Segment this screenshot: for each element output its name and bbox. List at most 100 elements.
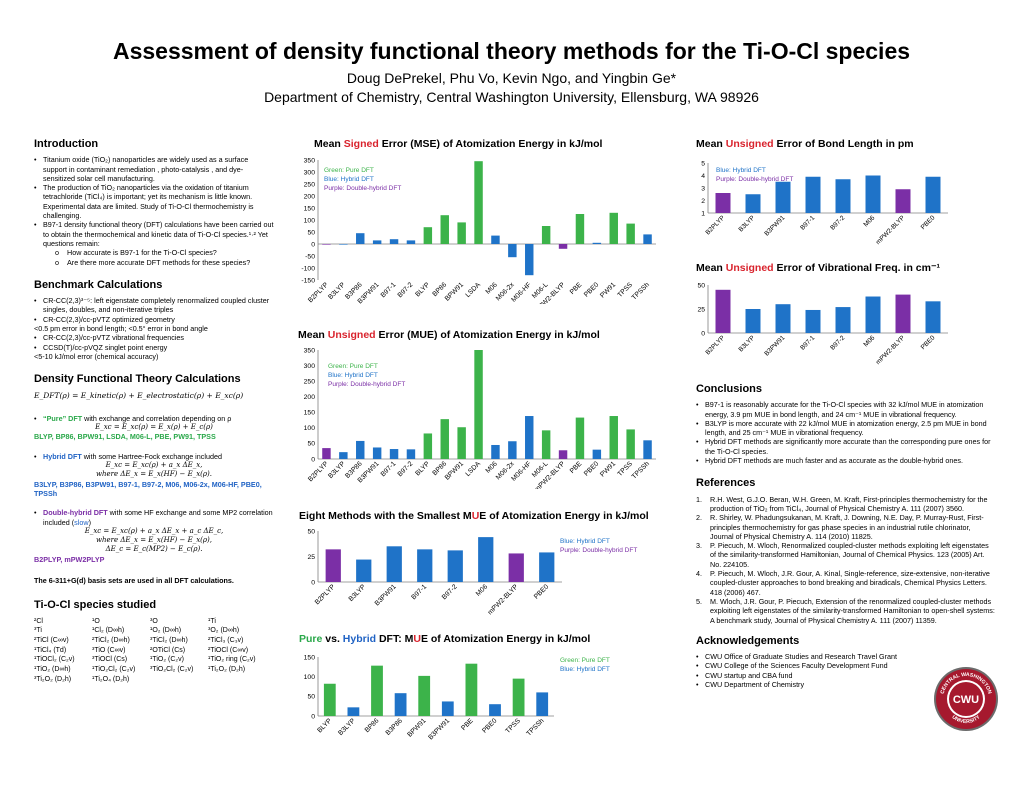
bar bbox=[389, 449, 399, 459]
x-tick-label: BPW91 bbox=[444, 460, 465, 481]
bar bbox=[775, 304, 791, 333]
x-tick-label: PBE bbox=[569, 281, 584, 296]
bar bbox=[525, 416, 534, 459]
species-cell: ²TiCl (C∞v) bbox=[34, 636, 69, 644]
x-tick-label: BPW91 bbox=[444, 281, 465, 302]
chart-title-part: Error of Bond Length in pm bbox=[773, 138, 914, 150]
species-cell: ¹Ti₂O₄ (D₂h) bbox=[92, 675, 130, 683]
acknowledgement-item: CWU startup and CBA fund bbox=[696, 671, 921, 681]
x-tick-label: BLYP bbox=[414, 281, 431, 298]
chart-title-eight: Eight Methods with the Smallest MUE of A… bbox=[299, 510, 649, 522]
bar bbox=[835, 307, 851, 333]
bar bbox=[626, 429, 635, 459]
y-tick-label: 0 bbox=[311, 713, 315, 720]
y-tick-label: 150 bbox=[304, 205, 316, 212]
species-cell bbox=[208, 675, 270, 685]
bar bbox=[465, 663, 478, 716]
x-tick-label: M06 bbox=[863, 334, 877, 348]
x-tick-label: LSDA bbox=[464, 281, 482, 299]
conclusion-bullet: B97-1 is reasonably accurate for the Ti-… bbox=[696, 400, 996, 419]
bar bbox=[478, 537, 494, 582]
bar bbox=[512, 678, 525, 716]
x-tick-label: mPW2-BLYP bbox=[875, 214, 907, 246]
cwu-seal-logo: CENTRAL WASHINGTON UNIVERSITY CWU bbox=[934, 667, 998, 731]
y-tick-label: 4 bbox=[701, 173, 705, 180]
bar bbox=[417, 549, 433, 582]
legend-item: Green: Pure DFT bbox=[560, 657, 610, 664]
chart-title-part: Mean bbox=[696, 262, 726, 274]
y-tick-label: 25 bbox=[697, 306, 705, 313]
bar bbox=[372, 240, 382, 244]
x-tick-label: B97-1 bbox=[410, 583, 428, 601]
x-tick-label: M06 bbox=[485, 460, 499, 474]
chart-title-part: vs. bbox=[322, 633, 343, 645]
bar bbox=[643, 440, 652, 459]
species-cell: ¹TiO₂Cl₂ (C₂v) bbox=[92, 666, 136, 674]
references-heading: References bbox=[696, 477, 756, 490]
species-cell: ³TiO (C∞v) bbox=[92, 646, 126, 654]
conclusion-bullet: Hybrid DFT methods are much faster and a… bbox=[696, 456, 996, 466]
double-dft-bullet: Double-hybrid DFT with some HF exchange … bbox=[34, 508, 274, 527]
x-tick-label: BLYP bbox=[316, 717, 333, 734]
reference-text: R.H. West, G.J.O. Beran, W.H. Green, M. … bbox=[710, 494, 988, 513]
pure-dft-bullet: “Pure” DFT with exchange and correlation… bbox=[34, 413, 274, 424]
x-tick-label: B3PW91 bbox=[374, 583, 398, 607]
bar bbox=[575, 417, 585, 459]
chart-title-part: Error (MUE) of Atomization Energy in kJ/… bbox=[375, 329, 600, 341]
bar bbox=[347, 707, 360, 716]
legend-item: Blue: Hybrid DFT bbox=[560, 666, 610, 673]
bar bbox=[925, 176, 941, 213]
species-cell: ³O bbox=[150, 617, 158, 625]
species-cell: ²Cl bbox=[34, 617, 43, 625]
legend-item: Green: Pure DFT bbox=[324, 167, 374, 174]
chart-title-part: Pure bbox=[299, 633, 323, 645]
x-tick-label: M06 bbox=[475, 583, 489, 597]
legend-item: Purple: Double-hybrid DFT bbox=[560, 547, 637, 554]
reference-item: 5. M. Wloch, J.R. Gour, P. Piecuch, Exten… bbox=[696, 597, 996, 625]
legend-item: Blue: Hybrid DFT bbox=[560, 538, 610, 545]
dft-heading: Density Functional Theory Calculations bbox=[34, 373, 241, 386]
y-tick-label: 0 bbox=[311, 241, 315, 248]
species-cell: ²OTiCl (Cs) bbox=[150, 646, 186, 654]
benchmark-bullet: CR-CC(2,3)³⁻⁵: left eigenstate completel… bbox=[34, 296, 274, 315]
reference-item: 4. P. Piecuch, M. Wloch, J.R. Gour, A. Ki… bbox=[696, 569, 996, 597]
authors: Doug DePrekel, Phu Vo, Kevin Ngo, and Yi… bbox=[346, 70, 677, 86]
reference-number: 4. bbox=[696, 569, 702, 579]
intro-bullet: B97-1 density functional theory (DFT) ca… bbox=[34, 220, 274, 267]
legend-item: Blue: Hybrid DFT bbox=[328, 372, 378, 379]
y-tick-label: 350 bbox=[304, 157, 316, 164]
bar bbox=[457, 222, 466, 244]
acknowledgements-list: CWU Office of Graduate Studies and Resea… bbox=[696, 652, 921, 689]
pure-dft-label: “Pure” DFT bbox=[43, 413, 83, 423]
chart-title-part: Unsigned bbox=[725, 262, 774, 274]
x-tick-label: B3LYP bbox=[737, 334, 756, 353]
bar bbox=[715, 193, 731, 213]
conclusions-list: B97-1 is reasonably accurate for the Ti-… bbox=[696, 400, 996, 465]
bar bbox=[339, 244, 348, 245]
logo-bottom-text: UNIVERSITY bbox=[950, 714, 981, 725]
reference-text: M. Wloch, J.R. Gour, P. Piecuch, Extensi… bbox=[710, 596, 995, 625]
chart-title-part: Unsigned bbox=[725, 138, 774, 150]
species-cell: ³Ti bbox=[34, 627, 42, 635]
bar bbox=[447, 550, 463, 582]
x-tick-label: B3LYP bbox=[327, 460, 347, 480]
bar bbox=[372, 447, 382, 459]
double-dft-slow: slow bbox=[74, 517, 89, 527]
bar bbox=[423, 227, 433, 244]
x-tick-label: PW91 bbox=[599, 460, 617, 478]
benchmark-heading: Benchmark Calculations bbox=[34, 278, 163, 291]
chart-title-part: U bbox=[471, 510, 480, 522]
hybrid-dft-equation: E_xc = E_xc(ρ) + a_x ΔE_x, bbox=[105, 461, 203, 470]
benchmark-note: <5-10 kJ/mol error (chemical accuracy) bbox=[34, 351, 159, 361]
intro-bullet: The production of TiO₂ nanoparticles via… bbox=[34, 183, 274, 220]
y-tick-label: 250 bbox=[304, 181, 316, 188]
x-tick-label: B3LYP bbox=[337, 717, 357, 737]
chart-mue: 050100150200250300350B2PLYPB3LYPB3P86B3P… bbox=[304, 347, 656, 489]
bar bbox=[558, 450, 568, 459]
hybrid-dft-item: Hybrid DFT with some Hartree-Fock exchan… bbox=[34, 452, 274, 462]
double-dft-equation: ΔE_c = E_c(MP2) − E_c(ρ). bbox=[105, 545, 203, 554]
reference-text: R. Shirley, W. Phadungsukanan, M. Kraft,… bbox=[710, 513, 984, 541]
bar bbox=[440, 215, 449, 244]
bar bbox=[389, 239, 399, 244]
chart-title-bond: Mean Unsigned Error of Bond Length in pm bbox=[696, 138, 914, 150]
